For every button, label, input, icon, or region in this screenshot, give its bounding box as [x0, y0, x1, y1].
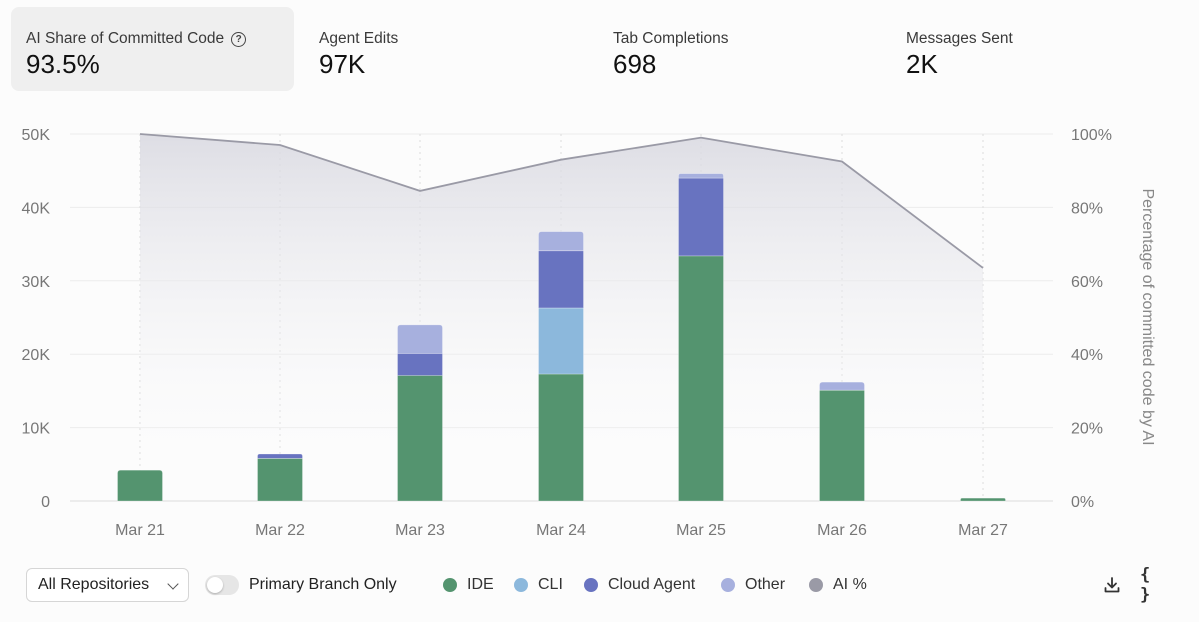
- card-ai-share-value: 93.5%: [26, 49, 100, 79]
- chart-controls: All Repositories Primary Branch Only IDE…: [0, 560, 1199, 610]
- bar-ide-4: [678, 255, 724, 502]
- repository-select[interactable]: All Repositories: [26, 568, 189, 602]
- y-left-tick-1: 10K: [22, 421, 51, 438]
- legend-cloud-agent-dot: [584, 578, 598, 592]
- chevron-down-icon: [167, 578, 179, 590]
- repository-select-value: All Repositories: [38, 576, 150, 593]
- bar-other-3: [538, 231, 584, 252]
- legend-ide-label: IDE: [467, 576, 494, 593]
- toggle-knob: [207, 577, 223, 593]
- y-right-tick-1: 20%: [1071, 421, 1103, 438]
- bar-cloud-3: [538, 250, 584, 309]
- x-tick-6: Mar 27: [958, 522, 1008, 539]
- card-agent-edits-label: Agent Edits: [319, 30, 399, 47]
- bar-ide-3: [538, 373, 584, 502]
- x-tick-1: Mar 22: [255, 522, 305, 539]
- bar-ide-1: [257, 458, 303, 502]
- bar-cloud-1: [257, 453, 303, 459]
- card-agent-edits[interactable]: Agent Edits 97K: [304, 7, 587, 91]
- y-right-tick-4: 80%: [1071, 200, 1103, 217]
- bar-cloud-2: [397, 353, 443, 376]
- bar-other-4: [678, 173, 724, 179]
- y-right-tick-0: 0%: [1071, 494, 1094, 511]
- primary-branch-toggle[interactable]: [205, 575, 239, 595]
- card-agent-edits-value: 97K: [319, 49, 366, 79]
- legend-ai-percent-dot: [809, 578, 823, 592]
- primary-branch-label: Primary Branch Only: [249, 576, 397, 593]
- download-icon: [1104, 577, 1120, 593]
- card-messages-sent[interactable]: Messages Sent 2K: [891, 7, 1174, 91]
- bar-other-5: [819, 381, 865, 391]
- x-tick-4: Mar 25: [676, 522, 726, 539]
- card-messages-sent-label: Messages Sent: [906, 30, 1013, 47]
- y-left-tick-2: 20K: [22, 347, 51, 364]
- legend-ai-percent-label: AI %: [833, 576, 867, 593]
- legend-ide[interactable]: IDE: [443, 576, 494, 594]
- bar-ide-6: [960, 497, 1006, 502]
- x-tick-3: Mar 24: [536, 522, 586, 539]
- bar-cli-3: [538, 307, 584, 375]
- bar-cloud-4: [678, 177, 724, 257]
- card-messages-sent-value: 2K: [906, 49, 938, 79]
- y-right-tick-5: 100%: [1071, 127, 1112, 144]
- legend-cloud-agent-label: Cloud Agent: [608, 576, 696, 593]
- legend-cli-dot: [514, 578, 528, 592]
- card-tab-completions-label: Tab Completions: [613, 30, 729, 47]
- download-button[interactable]: [1099, 570, 1125, 600]
- legend-cli[interactable]: CLI: [514, 576, 563, 594]
- legend-cloud-agent[interactable]: Cloud Agent: [584, 576, 695, 594]
- ai-percent-line: [139, 133, 984, 269]
- bar-other-2: [397, 324, 443, 354]
- y-right-tick-3: 60%: [1071, 274, 1103, 291]
- summary-cards: AI Share of Committed Code ? 93.5% Agent…: [0, 0, 1199, 100]
- y-right-tick-2: 40%: [1071, 347, 1103, 364]
- bar-ide-5: [819, 389, 865, 502]
- legend-other-label: Other: [745, 576, 786, 593]
- x-tick-0: Mar 21: [115, 522, 165, 539]
- legend-other-dot: [721, 578, 735, 592]
- card-ai-share[interactable]: AI Share of Committed Code ? 93.5%: [11, 7, 294, 91]
- bar-ide-0: [117, 469, 163, 502]
- y-right-axis-label: Percentage of committed code by AI: [1139, 188, 1156, 445]
- legend-ide-dot: [443, 578, 457, 592]
- y-left-tick-5: 50K: [22, 127, 51, 144]
- legend-other[interactable]: Other: [721, 576, 785, 594]
- card-tab-completions-value: 698: [613, 49, 657, 79]
- help-circle-icon[interactable]: ?: [231, 31, 247, 47]
- y-left-tick-3: 30K: [22, 274, 51, 291]
- y-left-tick-4: 40K: [22, 200, 51, 217]
- x-tick-2: Mar 23: [395, 522, 445, 539]
- braces-icon: { }: [1140, 565, 1153, 605]
- card-tab-completions[interactable]: Tab Completions 698: [598, 7, 881, 91]
- y-left-tick-0: 0: [41, 494, 50, 511]
- x-tick-5: Mar 26: [817, 522, 867, 539]
- legend-ai-percent[interactable]: AI %: [809, 576, 867, 594]
- stacked-bar-line-chart: 0 0% 10K 20% 20K 40% 30K 60% 40K 80% 50K 100% Mar 21…: [22, 127, 1156, 539]
- legend-cli-label: CLI: [538, 576, 563, 593]
- card-ai-share-label: AI Share of Committed Code: [26, 30, 225, 47]
- bar-ide-2: [397, 375, 443, 502]
- json-export-button[interactable]: { }: [1140, 565, 1170, 605]
